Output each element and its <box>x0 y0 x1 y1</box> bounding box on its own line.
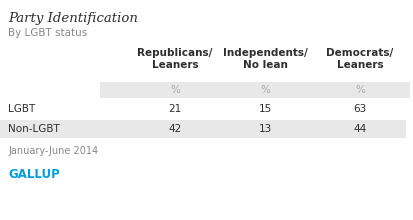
Bar <box>0 120 405 138</box>
Text: Democrats/
Leaners: Democrats/ Leaners <box>325 48 393 70</box>
Text: Republicans/
Leaners: Republicans/ Leaners <box>137 48 212 70</box>
Text: 63: 63 <box>353 104 366 114</box>
Text: %: % <box>354 85 364 95</box>
Text: 15: 15 <box>258 104 271 114</box>
Text: January-June 2014: January-June 2014 <box>8 146 98 156</box>
Text: Party Identification: Party Identification <box>8 12 138 25</box>
Text: 21: 21 <box>168 104 181 114</box>
Text: 42: 42 <box>168 124 181 134</box>
Bar <box>100 82 409 98</box>
Text: Independents/
No lean: Independents/ No lean <box>222 48 306 70</box>
Text: %: % <box>259 85 269 95</box>
Text: 13: 13 <box>258 124 271 134</box>
Text: GALLUP: GALLUP <box>8 168 59 181</box>
Bar <box>0 100 405 118</box>
Text: 44: 44 <box>353 124 366 134</box>
Text: By LGBT status: By LGBT status <box>8 28 87 38</box>
Text: LGBT: LGBT <box>8 104 35 114</box>
Text: %: % <box>170 85 180 95</box>
Text: Non-LGBT: Non-LGBT <box>8 124 59 134</box>
